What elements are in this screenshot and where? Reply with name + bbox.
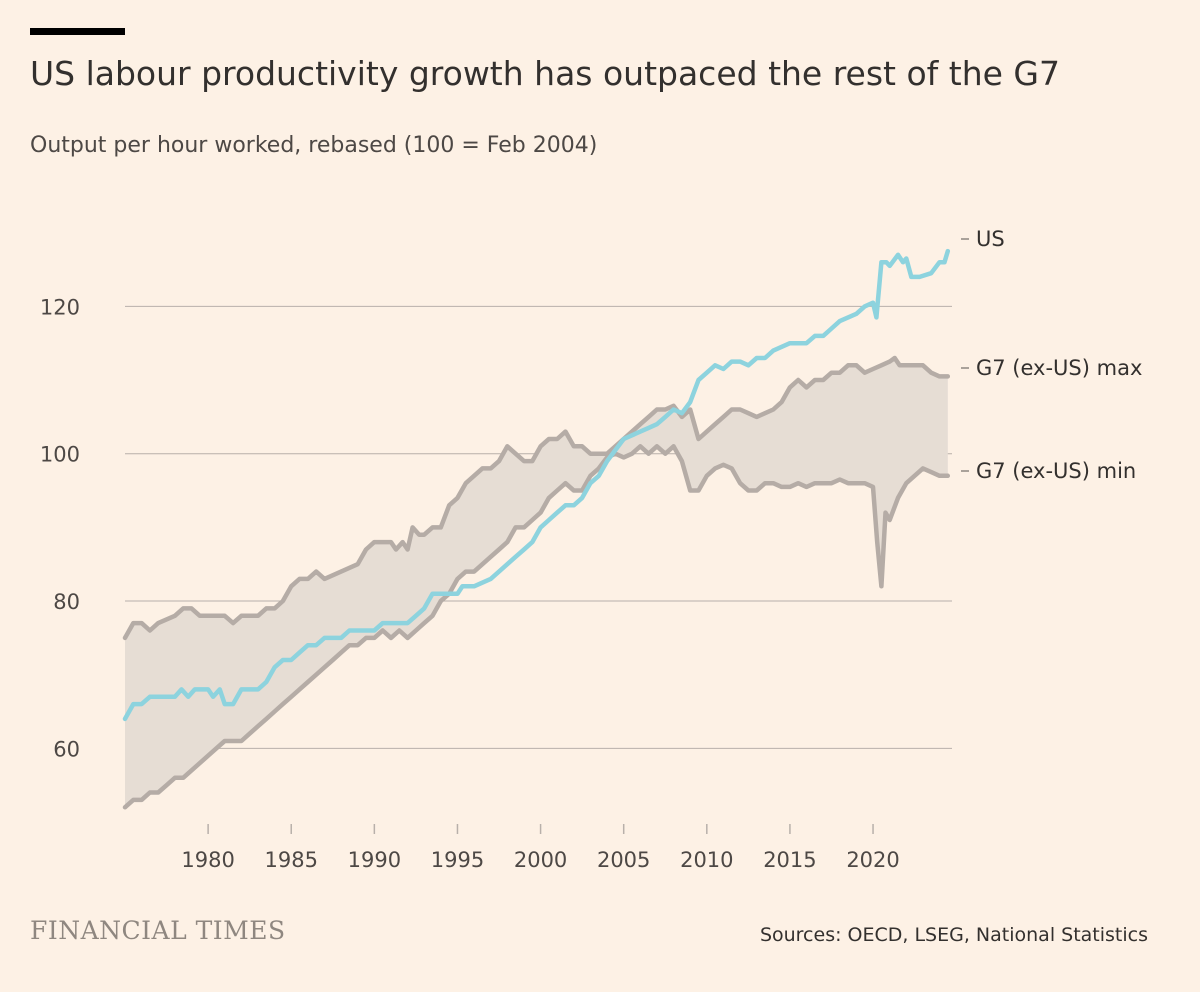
y-tick-label: 60 <box>53 737 80 761</box>
us-line <box>122 248 951 722</box>
x-tick-label: 2020 <box>846 848 899 872</box>
x-tick-label: 2010 <box>680 848 733 872</box>
ft-logo: FINANCIAL TIMES <box>30 916 286 945</box>
x-tick-label: 1980 <box>181 848 234 872</box>
x-tick-label: 1995 <box>431 848 484 872</box>
chart-canvas: 60 80 100 120 1980 1985 1990 1995 2000 2005 2010 20… <box>40 227 1142 872</box>
g7-range-band <box>125 358 948 808</box>
g7-band-fill <box>125 358 948 808</box>
y-tick-label: 100 <box>40 443 80 467</box>
source-note: Sources: OECD, LSEG, National Statistics <box>759 924 1148 946</box>
x-tick-label: 2005 <box>597 848 650 872</box>
line-label: G7 (ex-US) max <box>976 356 1142 380</box>
x-tick-label: 1985 <box>265 848 318 872</box>
line-label: US <box>976 227 1005 251</box>
x-tick-label: 1990 <box>348 848 401 872</box>
x-tick-label: 2015 <box>763 848 816 872</box>
line-label: G7 (ex-US) min <box>976 459 1136 483</box>
y-tick-label: 80 <box>53 590 80 614</box>
x-tick-label: 2000 <box>514 848 567 872</box>
axis-ticks: 60 80 100 120 1980 1985 1990 1995 2000 2005 2010 20… <box>40 295 900 872</box>
line-labels: US G7 (ex-US) max G7 (ex-US) min <box>961 227 1142 483</box>
series-lines <box>122 248 951 810</box>
g7-max-line <box>122 355 951 641</box>
chart-title: US labour productivity growth has outpac… <box>30 54 1060 93</box>
brand-top-bar <box>30 28 125 35</box>
g7-min-line <box>122 444 951 810</box>
y-tick-label: 120 <box>40 295 80 319</box>
chart-subtitle: Output per hour worked, rebased (100 = F… <box>30 133 598 158</box>
